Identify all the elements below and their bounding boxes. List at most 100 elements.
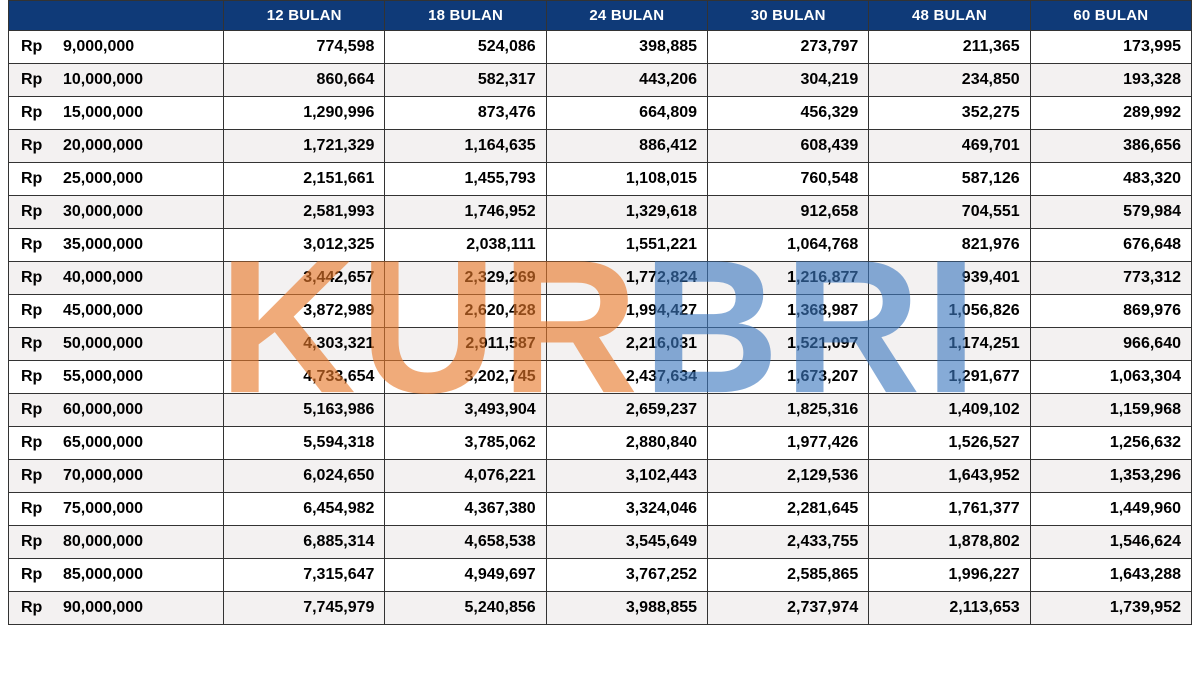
currency-label: Rp — [21, 533, 57, 551]
value-cell: 5,594,318 — [224, 427, 385, 460]
amount-value: 20,000,000 — [57, 137, 143, 155]
amount-cell: Rp45,000,000 — [9, 295, 224, 328]
table-header-row: 12 BULAN18 BULAN24 BULAN30 BULAN48 BULAN… — [9, 1, 1192, 31]
value-cell: 386,656 — [1030, 130, 1191, 163]
value-cell: 579,984 — [1030, 196, 1191, 229]
value-cell: 1,825,316 — [708, 394, 869, 427]
currency-label: Rp — [21, 335, 57, 353]
value-cell: 3,442,657 — [224, 262, 385, 295]
value-cell: 398,885 — [546, 31, 707, 64]
value-cell: 1,721,329 — [224, 130, 385, 163]
currency-label: Rp — [21, 368, 57, 386]
value-cell: 3,767,252 — [546, 559, 707, 592]
value-cell: 3,988,855 — [546, 592, 707, 625]
value-cell: 6,885,314 — [224, 526, 385, 559]
header-col-4: 48 BULAN — [869, 1, 1030, 31]
value-cell: 1,064,768 — [708, 229, 869, 262]
value-cell: 6,024,650 — [224, 460, 385, 493]
value-cell: 2,129,536 — [708, 460, 869, 493]
header-col-1: 18 BULAN — [385, 1, 546, 31]
amount-value: 85,000,000 — [57, 566, 143, 584]
amount-value: 70,000,000 — [57, 467, 143, 485]
amount-value: 25,000,000 — [57, 170, 143, 188]
value-cell: 1,174,251 — [869, 328, 1030, 361]
currency-label: Rp — [21, 170, 57, 188]
value-cell: 289,992 — [1030, 97, 1191, 130]
currency-label: Rp — [21, 566, 57, 584]
amount-value: 75,000,000 — [57, 500, 143, 518]
amount-value: 35,000,000 — [57, 236, 143, 254]
value-cell: 273,797 — [708, 31, 869, 64]
value-cell: 1,291,677 — [869, 361, 1030, 394]
value-cell: 1,063,304 — [1030, 361, 1191, 394]
header-col-0: 12 BULAN — [224, 1, 385, 31]
value-cell: 1,994,427 — [546, 295, 707, 328]
value-cell: 760,548 — [708, 163, 869, 196]
value-cell: 1,353,296 — [1030, 460, 1191, 493]
value-cell: 2,151,661 — [224, 163, 385, 196]
value-cell: 704,551 — [869, 196, 1030, 229]
value-cell: 524,086 — [385, 31, 546, 64]
amount-value: 30,000,000 — [57, 203, 143, 221]
table-row: Rp55,000,0004,733,6543,202,7452,437,6341… — [9, 361, 1192, 394]
value-cell: 1,368,987 — [708, 295, 869, 328]
value-cell: 1,772,824 — [546, 262, 707, 295]
value-cell: 1,526,527 — [869, 427, 1030, 460]
currency-label: Rp — [21, 137, 57, 155]
value-cell: 1,056,826 — [869, 295, 1030, 328]
currency-label: Rp — [21, 401, 57, 419]
value-cell: 1,108,015 — [546, 163, 707, 196]
value-cell: 4,367,380 — [385, 493, 546, 526]
value-cell: 3,012,325 — [224, 229, 385, 262]
currency-label: Rp — [21, 236, 57, 254]
table-row: Rp50,000,0004,303,3212,911,5872,216,0311… — [9, 328, 1192, 361]
value-cell: 1,977,426 — [708, 427, 869, 460]
currency-label: Rp — [21, 269, 57, 287]
value-cell: 2,329,269 — [385, 262, 546, 295]
amount-value: 45,000,000 — [57, 302, 143, 320]
value-cell: 3,872,989 — [224, 295, 385, 328]
value-cell: 3,324,046 — [546, 493, 707, 526]
value-cell: 676,648 — [1030, 229, 1191, 262]
value-cell: 7,315,647 — [224, 559, 385, 592]
table-row: Rp20,000,0001,721,3291,164,635886,412608… — [9, 130, 1192, 163]
value-cell: 2,620,428 — [385, 295, 546, 328]
currency-label: Rp — [21, 38, 57, 56]
value-cell: 4,303,321 — [224, 328, 385, 361]
value-cell: 3,785,062 — [385, 427, 546, 460]
table-row: Rp45,000,0003,872,9892,620,4281,994,4271… — [9, 295, 1192, 328]
value-cell: 1,449,960 — [1030, 493, 1191, 526]
value-cell: 873,476 — [385, 97, 546, 130]
table-row: Rp60,000,0005,163,9863,493,9042,659,2371… — [9, 394, 1192, 427]
value-cell: 3,545,649 — [546, 526, 707, 559]
value-cell: 234,850 — [869, 64, 1030, 97]
value-cell: 7,745,979 — [224, 592, 385, 625]
value-cell: 2,880,840 — [546, 427, 707, 460]
value-cell: 587,126 — [869, 163, 1030, 196]
table-row: Rp85,000,0007,315,6474,949,6973,767,2522… — [9, 559, 1192, 592]
amount-cell: Rp55,000,000 — [9, 361, 224, 394]
value-cell: 966,640 — [1030, 328, 1191, 361]
amount-value: 65,000,000 — [57, 434, 143, 452]
value-cell: 1,746,952 — [385, 196, 546, 229]
value-cell: 6,454,982 — [224, 493, 385, 526]
value-cell: 773,312 — [1030, 262, 1191, 295]
amount-cell: Rp70,000,000 — [9, 460, 224, 493]
table-row: Rp30,000,0002,581,9931,746,9521,329,6189… — [9, 196, 1192, 229]
amount-cell: Rp25,000,000 — [9, 163, 224, 196]
currency-label: Rp — [21, 500, 57, 518]
amount-cell: Rp90,000,000 — [9, 592, 224, 625]
table-row: Rp9,000,000774,598524,086398,885273,7972… — [9, 31, 1192, 64]
value-cell: 1,996,227 — [869, 559, 1030, 592]
value-cell: 2,113,653 — [869, 592, 1030, 625]
amount-value: 15,000,000 — [57, 104, 143, 122]
amount-cell: Rp85,000,000 — [9, 559, 224, 592]
table-row: Rp90,000,0007,745,9795,240,8563,988,8552… — [9, 592, 1192, 625]
amount-cell: Rp75,000,000 — [9, 493, 224, 526]
value-cell: 774,598 — [224, 31, 385, 64]
currency-label: Rp — [21, 104, 57, 122]
amount-value: 90,000,000 — [57, 599, 143, 617]
value-cell: 352,275 — [869, 97, 1030, 130]
value-cell: 1,256,632 — [1030, 427, 1191, 460]
amount-cell: Rp50,000,000 — [9, 328, 224, 361]
